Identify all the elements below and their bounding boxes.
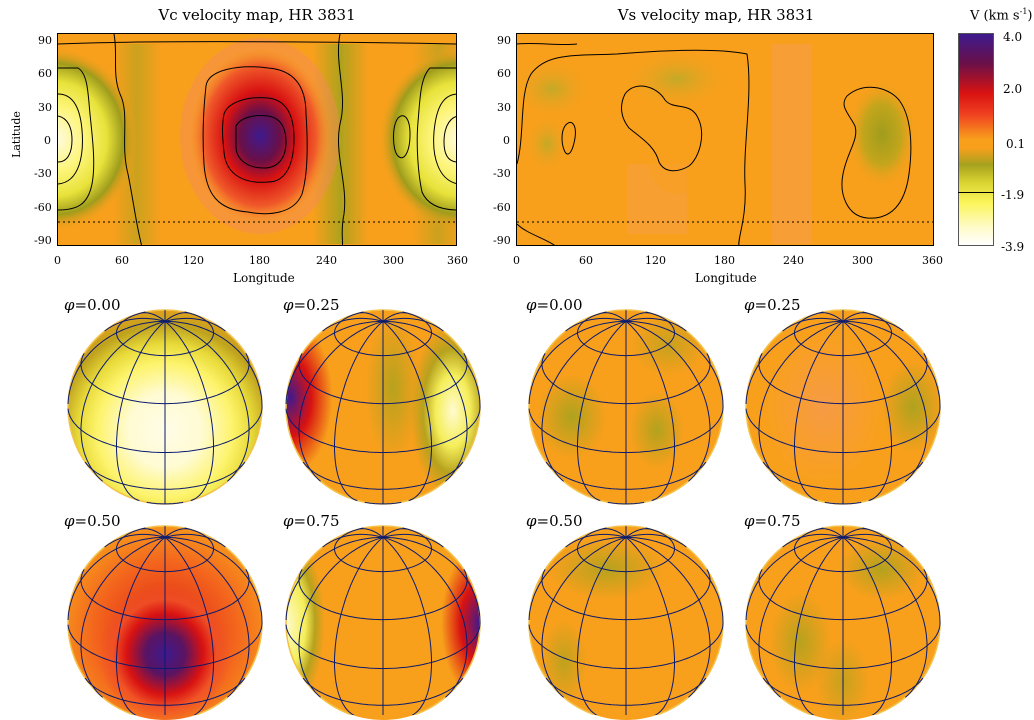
vs-phase-label: φ=0.50 <box>526 512 583 530</box>
vc-ytick: 30 <box>38 101 52 114</box>
vc-globe-phase-050 <box>68 526 262 720</box>
vs-ytick: 0 <box>503 134 510 147</box>
vs-map-plot <box>516 33 934 246</box>
vs-globe-phase-025 <box>746 310 940 504</box>
vs-xtick: 120 <box>645 254 666 267</box>
vc-xtick: 60 <box>115 254 129 267</box>
colorbar-contour <box>958 245 994 246</box>
vs-xtick: 240 <box>783 254 804 267</box>
vs-ytick: -60 <box>493 201 511 214</box>
vc-map-svg <box>58 34 456 245</box>
vs-xtick: 60 <box>579 254 593 267</box>
vc-xtick: 120 <box>183 254 204 267</box>
vs-ytick: 60 <box>497 67 511 80</box>
colorbar-tick: 2.0 <box>1003 82 1023 96</box>
vs-ytick: -90 <box>493 234 511 247</box>
vc-phase-label: φ=0.25 <box>283 296 340 314</box>
vc-globe-phase-075 <box>286 526 480 720</box>
vc-xlabel: Longitude <box>233 271 295 285</box>
colorbar-title: V (km s-1) <box>970 7 1033 24</box>
vc-phase-label: φ=0.50 <box>64 512 121 530</box>
vc-map-plot <box>57 33 457 246</box>
vc-ytick: 0 <box>44 134 51 147</box>
colorbar-tick: -3.9 <box>1001 240 1025 254</box>
vs-xlabel: Longitude <box>695 271 757 285</box>
vc-ytick: -90 <box>34 234 52 247</box>
vc-ytick: -30 <box>34 167 52 180</box>
vs-phase-label: φ=0.00 <box>526 296 583 314</box>
vs-phase-label: φ=0.25 <box>744 296 801 314</box>
vc-ytick: -60 <box>34 201 52 214</box>
vc-ytick: 60 <box>38 67 52 80</box>
vc-map-title: Vc velocity map, HR 3831 <box>158 6 356 24</box>
vc-globe-phase-025 <box>286 310 480 504</box>
vs-phase-label: φ=0.75 <box>744 512 801 530</box>
vs-map-title: Vs velocity map, HR 3831 <box>617 6 815 24</box>
vc-xtick: 0 <box>54 254 61 267</box>
vs-ytick: 90 <box>497 34 511 47</box>
vs-xtick: 0 <box>513 254 520 267</box>
vc-phase-label: φ=0.75 <box>283 512 340 530</box>
vc-ylabel: Latitude <box>9 111 23 158</box>
colorbar-tick: 4.0 <box>1003 30 1023 44</box>
vc-xtick: 180 <box>249 254 270 267</box>
vc-xtick: 240 <box>316 254 337 267</box>
vs-xtick: 300 <box>852 254 873 267</box>
vs-globe-phase-000 <box>529 310 723 504</box>
vc-phase-label: φ=0.00 <box>64 296 121 314</box>
vc-xtick: 300 <box>383 254 404 267</box>
vc-globe-phase-000 <box>68 310 262 504</box>
vs-ytick: 30 <box>497 101 511 114</box>
vs-xtick: 180 <box>714 254 735 267</box>
vc-ytick: 90 <box>38 34 52 47</box>
colorbar-tick: -1.9 <box>1001 188 1025 202</box>
vs-xtick: 360 <box>922 254 943 267</box>
colorbar <box>958 33 994 246</box>
colorbar-tick: 0.1 <box>1006 137 1026 151</box>
vc-xtick: 360 <box>447 254 468 267</box>
colorbar-contour <box>958 192 994 193</box>
vs-map-svg <box>517 34 933 245</box>
vs-ytick: -30 <box>493 167 511 180</box>
vs-globe-phase-050 <box>529 526 723 720</box>
vs-globe-phase-075 <box>746 526 940 720</box>
